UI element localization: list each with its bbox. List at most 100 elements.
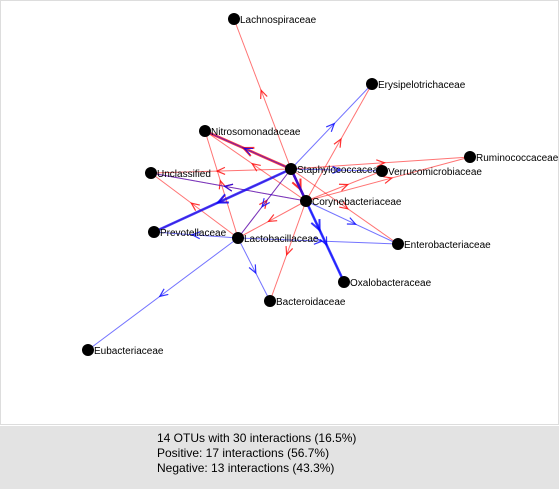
node-marker[interactable] (300, 195, 312, 207)
edge-positive-staph-rumino (290, 156, 471, 170)
network-plot-area: Lachnospiraceae Erysipelotrichaceae Nitros… (0, 0, 559, 425)
node-label: Verrucomicrobiaceae (388, 167, 482, 178)
edge-arrowhead (260, 88, 268, 100)
edge-arrowhead (223, 183, 234, 192)
node-eubact[interactable]: Eubacteriaceae (82, 344, 164, 357)
node-label: Ruminococcaceae (476, 153, 559, 164)
edge-arrowhead (313, 236, 324, 245)
edge-line (290, 156, 471, 170)
node-marker[interactable] (232, 232, 244, 244)
edge-arrowhead (338, 183, 350, 192)
node-label: Nitrosomonadaceae (211, 127, 301, 138)
edge-line (237, 200, 307, 239)
node-entero[interactable]: Enterobacteriaceae (392, 238, 491, 251)
edge-negative-staph-prevo (153, 167, 292, 234)
edge-line (269, 200, 307, 302)
edge-arrowhead (339, 201, 350, 210)
edge-positive-coryne-lacto (237, 200, 307, 239)
node-label: Enterobacteriaceae (404, 240, 491, 251)
node-marker[interactable] (285, 163, 297, 175)
edge-negative-lacto-eubact (87, 237, 239, 351)
node-bactero[interactable]: Bacteroidaceae (264, 295, 346, 308)
edge-arrowhead (250, 162, 261, 172)
info-negative: Negative: 13 interactions (43.3%) (157, 461, 335, 475)
edge-arrowhead (332, 165, 342, 174)
edge-line (305, 83, 373, 202)
node-marker[interactable] (338, 276, 350, 288)
node-label: Erysipelotrichaceae (378, 80, 466, 91)
edge-arrowhead (261, 198, 271, 208)
edge-line (305, 200, 399, 245)
info-summary: 14 OTUs with 30 interactions (16.5%) (157, 431, 357, 445)
node-unclass[interactable]: Unclassified (145, 167, 211, 180)
edge-line (290, 168, 399, 245)
edge-line (305, 156, 471, 202)
edge-arrowhead (285, 246, 294, 257)
edge-line (150, 168, 292, 174)
node-marker[interactable] (82, 344, 94, 356)
edge-arrowhead (242, 147, 254, 156)
edge-line (290, 83, 373, 170)
edge-arrowhead (376, 159, 386, 168)
node-marker[interactable] (392, 238, 404, 250)
node-oxalo[interactable]: Oxalobacteraceae (338, 276, 432, 289)
edge-positive-coryne-rumino (305, 156, 471, 202)
edge-line (153, 167, 292, 234)
node-marker[interactable] (145, 167, 157, 179)
node-erysip[interactable]: Erysipelotrichaceae (366, 78, 466, 91)
edge-line (237, 168, 292, 239)
node-verruco[interactable]: Verrucomicrobiaceae (376, 165, 482, 178)
node-marker[interactable] (199, 125, 211, 137)
edge-negative-coryne-unclass (150, 172, 307, 202)
node-label: Unclassified (157, 169, 211, 180)
edge-line (204, 130, 307, 202)
node-marker[interactable] (464, 151, 476, 163)
node-label: Bacteroidaceae (276, 297, 346, 308)
edge-negative-staph-lacto (237, 168, 292, 239)
edge-negative-coryne-entero (305, 200, 399, 245)
node-label: Corynebacteriaceae (312, 197, 402, 208)
edge-line (204, 130, 239, 239)
edge-negative-staph-verruco (290, 165, 383, 174)
edge-arrowhead (333, 137, 342, 148)
info-panel: 14 OTUs with 30 interactions (16.5%) Pos… (0, 426, 559, 489)
edge-line (153, 231, 239, 239)
edge-arrowhead (325, 122, 336, 133)
edges (87, 18, 471, 351)
edge-negative-staph-nitroso (204, 130, 292, 170)
node-coryne[interactable]: Corynebacteriaceae (300, 195, 402, 208)
edge-arrowhead (383, 176, 394, 184)
node-label: Lactobacillaceae (244, 234, 319, 245)
edge-arrowhead (218, 179, 227, 190)
node-prevo[interactable]: Prevotellaceae (148, 226, 227, 239)
node-label: Prevotellaceae (160, 228, 227, 239)
edge-arrowhead (346, 217, 357, 225)
edge-positive-coryne-verruco (305, 170, 383, 202)
edge-positive-lacto-nitroso (204, 130, 239, 239)
node-marker[interactable] (148, 226, 160, 238)
node-lachno[interactable]: Lachnospiraceae (228, 13, 317, 26)
network-graph: Lachnospiraceae Erysipelotrichaceae Nitros… (82, 13, 559, 357)
edge-line (237, 237, 399, 245)
node-label: Staphylococcaceae (297, 165, 384, 176)
node-staph[interactable]: Staphylococcaceae (285, 163, 384, 176)
edge-arrowhead (267, 214, 278, 223)
node-nitroso[interactable]: Nitrosomonadaceae (199, 125, 301, 138)
node-lacto[interactable]: Lactobacillaceae (232, 232, 319, 245)
node-marker[interactable] (228, 13, 240, 25)
edge-line (204, 130, 292, 170)
node-label: Eubacteriaceae (94, 346, 164, 357)
edge-arrowhead (190, 231, 201, 240)
node-marker[interactable] (376, 165, 388, 177)
node-rumino[interactable]: Ruminococcaceae (464, 151, 559, 164)
edge-negative-lacto-prevo (153, 231, 239, 240)
edge-line (237, 237, 271, 302)
edge-positive-staph-lachno (233, 18, 292, 170)
edge-line (290, 168, 383, 172)
node-marker[interactable] (264, 295, 276, 307)
node-marker[interactable] (366, 78, 378, 90)
nodes: Lachnospiraceae Erysipelotrichaceae Nitros… (82, 13, 559, 357)
edge-arrowhead (248, 264, 257, 275)
node-label: Lachnospiraceae (240, 15, 317, 26)
